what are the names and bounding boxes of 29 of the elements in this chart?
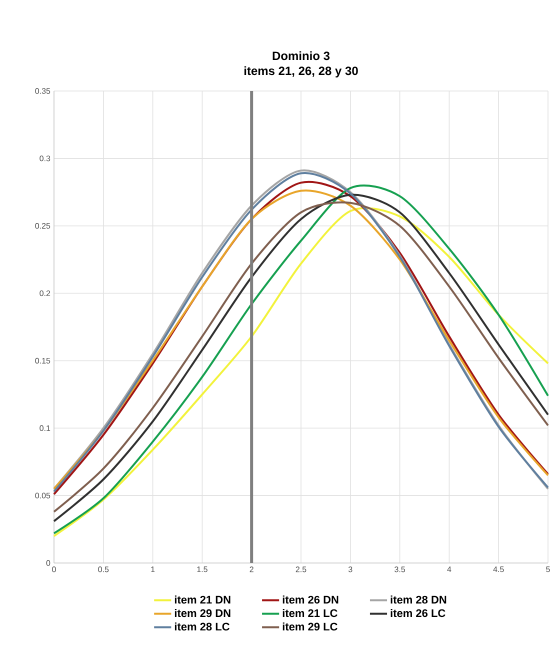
x-tick-label: 0.5 <box>98 566 109 572</box>
legend-label: item 26 LC <box>390 608 446 618</box>
x-tick-label: 4 <box>447 566 452 572</box>
legend-label: item 21 LC <box>282 608 338 618</box>
x-tick-label: 0 <box>52 566 56 572</box>
legend-label: item 28 DN <box>390 596 446 604</box>
x-tick-label: 2.5 <box>296 566 306 572</box>
y-tick-label: 0.2 <box>40 290 50 296</box>
x-tick-label: 5 <box>546 566 550 572</box>
x-tick-label: 1 <box>151 566 155 572</box>
legend-label: item 21 DN <box>174 596 230 604</box>
y-tick-label: 0.1 <box>40 425 50 431</box>
legend-label: item 26 DN <box>282 596 338 604</box>
chart-subtitle: items 21, 26, 28 y 30 <box>244 66 358 78</box>
x-tick-label: 1.5 <box>197 566 208 572</box>
x-tick-label: 4.5 <box>493 566 504 572</box>
y-tick-label: 0.3 <box>40 156 50 162</box>
y-tick-label: 0.35 <box>35 88 50 94</box>
y-tick-label: 0.15 <box>35 358 50 364</box>
x-tick-label: 3.5 <box>394 566 406 572</box>
x-tick-label: 3 <box>348 566 352 572</box>
y-tick-label: 0.25 <box>35 223 50 229</box>
y-tick-label: 0 <box>46 560 50 566</box>
legend-label: item 29 LC <box>282 622 338 631</box>
y-tick-label: 0.05 <box>35 492 50 498</box>
chart-title: Dominio 3 <box>272 51 330 60</box>
legend-label: item 29 DN <box>174 608 230 618</box>
x-tick-label: 2 <box>250 566 254 572</box>
legend-label: item 28 LC <box>174 622 230 631</box>
